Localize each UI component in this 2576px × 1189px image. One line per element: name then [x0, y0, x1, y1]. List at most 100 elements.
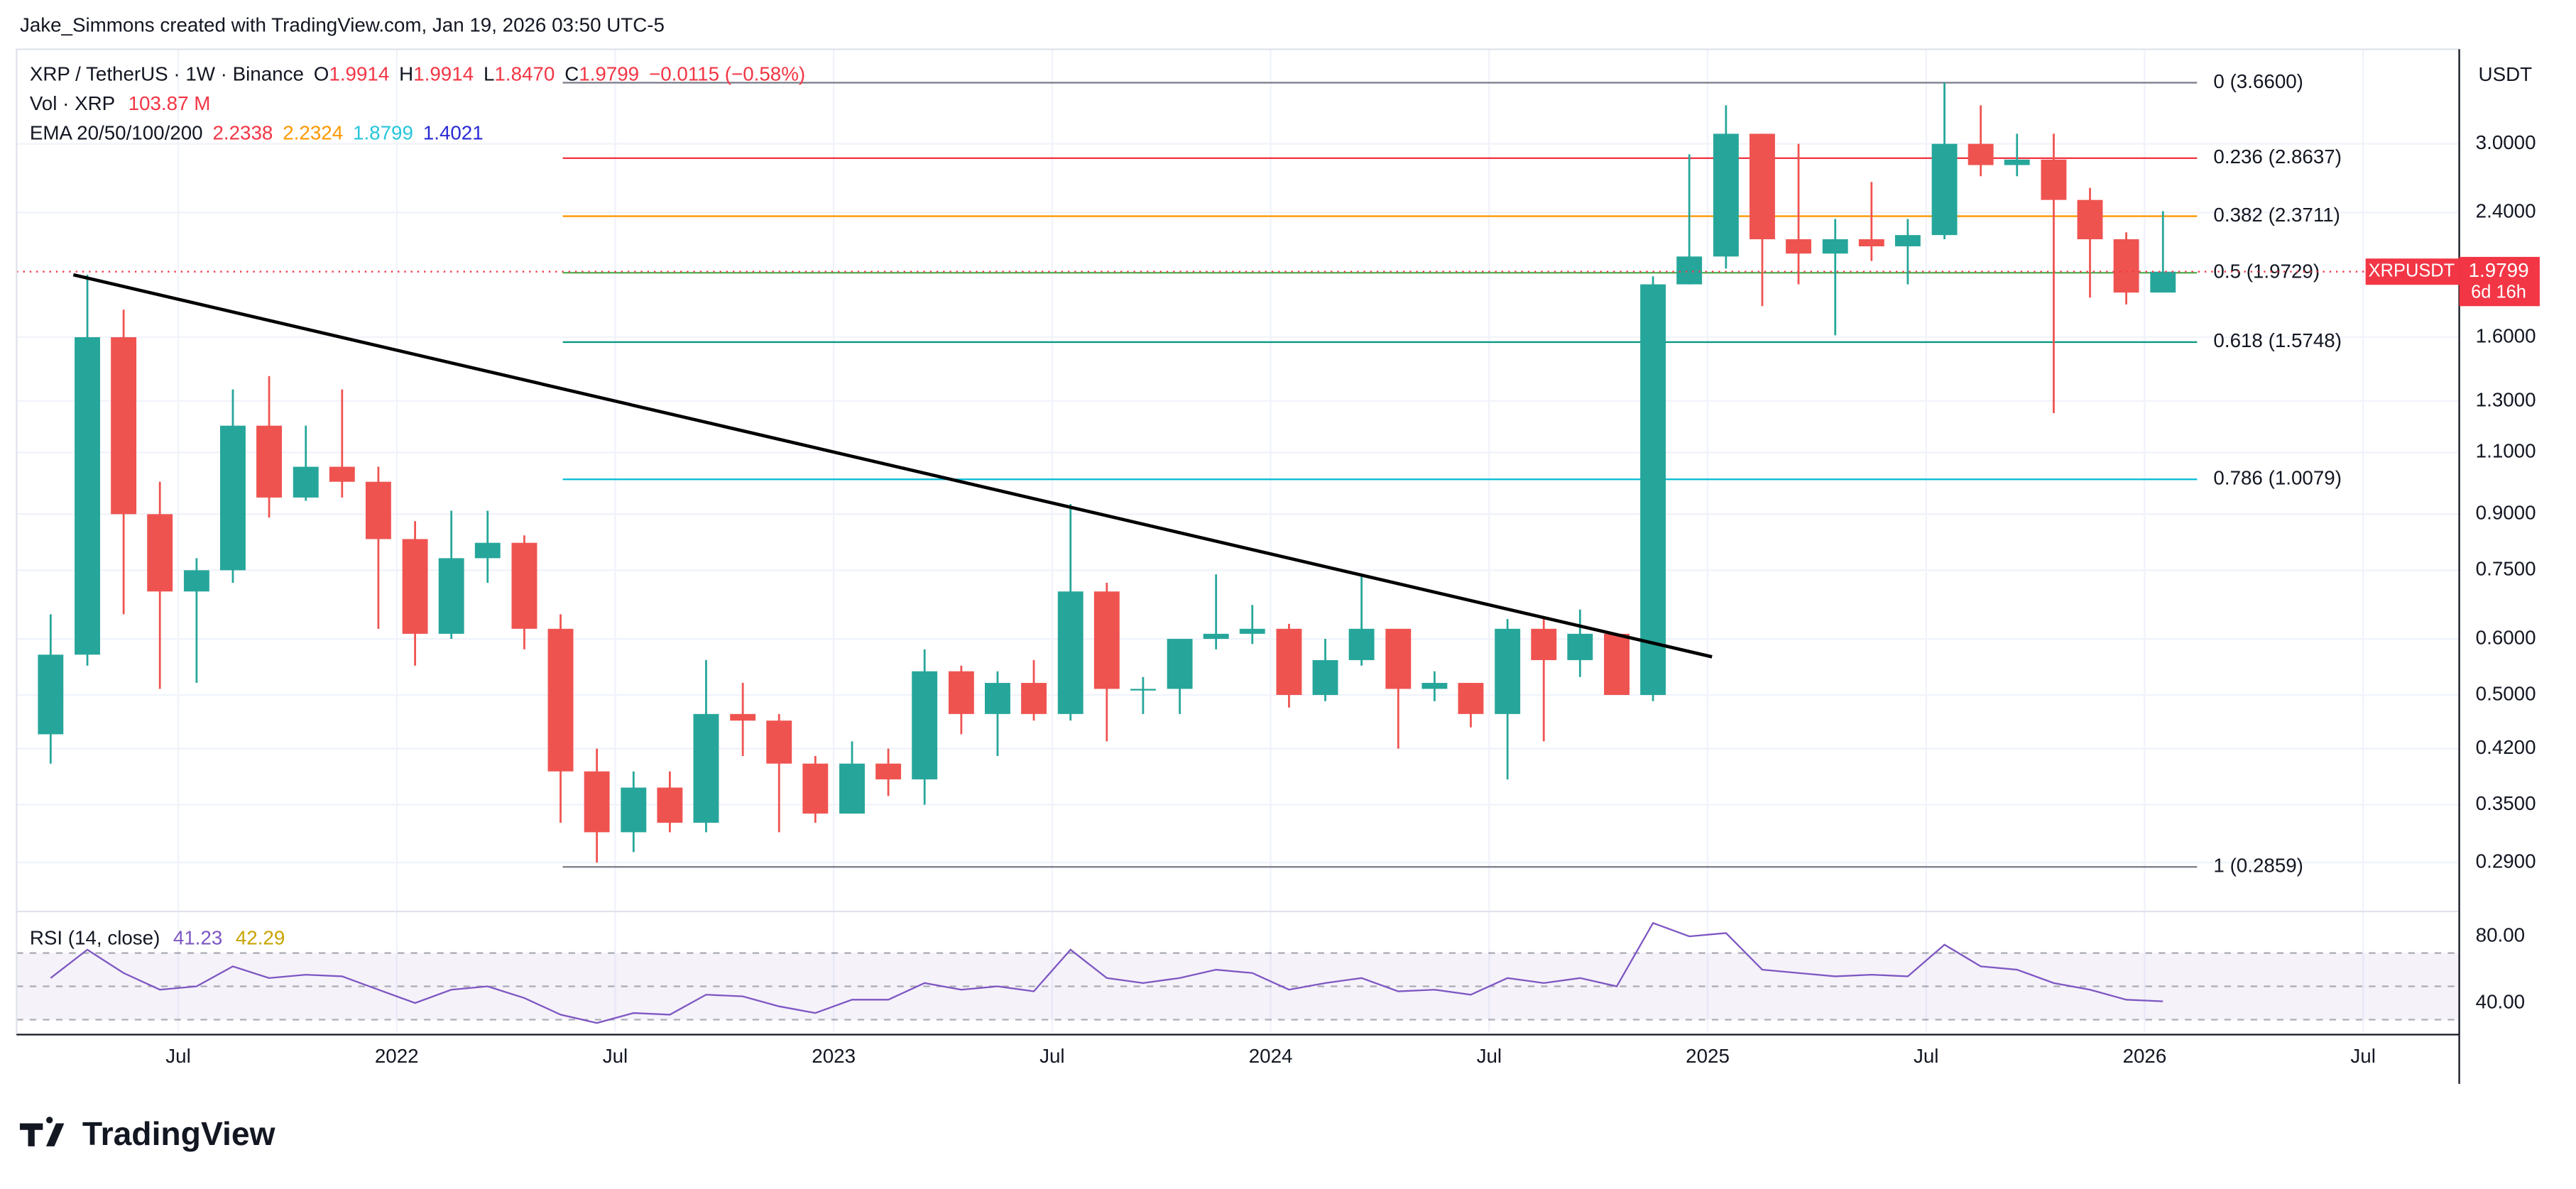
x-tick-label: 2025: [1686, 1045, 1730, 1067]
candle-body: [1057, 591, 1084, 714]
candle-body: [1604, 633, 1630, 696]
candle-body: [147, 514, 173, 592]
candle-body: [2041, 159, 2067, 200]
ema-value: 1.8799: [353, 122, 413, 144]
ohlc-key: O: [314, 63, 329, 85]
candle-body: [1968, 143, 1994, 165]
candle-body: [1749, 133, 1775, 240]
rsi-ma-value: 42.29: [236, 927, 285, 949]
rsi-title: RSI (14, close): [30, 927, 160, 949]
trendline: [72, 273, 1713, 659]
candle-body: [1276, 628, 1302, 696]
candle-body: [474, 542, 501, 559]
fib-label: 1 (0.2859): [2213, 855, 2303, 877]
candle-body: [1894, 235, 1921, 246]
fib-label: 0 (3.6600): [2213, 70, 2303, 92]
fib-label: 0.618 (1.5748): [2213, 329, 2342, 351]
candle-body: [985, 683, 1010, 714]
candle-body: [1130, 689, 1156, 691]
candle-body: [1239, 628, 1265, 634]
ema-title: EMA 20/50/100/200: [30, 122, 203, 144]
candle-body: [1531, 628, 1557, 660]
candle-body: [1786, 239, 1811, 254]
candle-body: [621, 787, 647, 833]
candle-body: [1822, 239, 1848, 254]
candle-body: [38, 654, 64, 735]
y-tick-label: 1.6000: [2476, 324, 2536, 346]
fib-label: 0.236 (2.8637): [2213, 146, 2342, 168]
candle-body: [657, 787, 683, 823]
y-tick-label: 0.4200: [2476, 736, 2536, 758]
candle-body: [912, 671, 938, 779]
candle-body: [1167, 639, 1193, 689]
legend-rsi: RSI (14, close) 41.23 42.29: [30, 927, 285, 949]
y-tick-label: 3.0000: [2476, 131, 2536, 153]
ohlc-key: L: [484, 63, 494, 85]
candle-body: [2150, 271, 2176, 293]
symbol-tag: [2365, 258, 2460, 285]
candle-body: [1567, 633, 1593, 660]
candle-body: [1676, 256, 1703, 285]
candle-body: [75, 337, 100, 655]
candle-body: [293, 466, 319, 498]
x-tick-label: Jul: [603, 1045, 628, 1067]
candle-body: [730, 713, 756, 721]
currency: USDT: [2479, 63, 2533, 85]
rsi-tick-label: 40.00: [2476, 990, 2525, 1012]
price-tag: [2459, 256, 2540, 307]
rsi-value: 41.23: [173, 927, 222, 949]
y-tick-label: 1.1000: [2476, 440, 2536, 462]
y-tick-label: 0.7500: [2476, 558, 2536, 580]
rsi-line: [50, 921, 2163, 1024]
attribution: Jake_Simmons created with TradingView.co…: [20, 13, 665, 35]
ema-value: 2.2338: [212, 122, 273, 144]
price-tag-value: 1.9799: [2469, 259, 2529, 281]
candle-body: [948, 671, 974, 714]
fib-label: 0.382 (2.3711): [2213, 204, 2340, 226]
candle-body: [693, 713, 719, 823]
candle-body: [1458, 683, 1484, 714]
ohlc-value: 1.9914: [329, 63, 389, 85]
candle-body: [1093, 591, 1120, 689]
candle-body: [256, 425, 282, 498]
volume-title: Vol · XRP: [30, 92, 115, 114]
x-tick-label: Jul: [1039, 1045, 1064, 1067]
candle-body: [1348, 628, 1375, 660]
ema-value: 1.4021: [423, 122, 484, 144]
x-tick-label: 2024: [1249, 1045, 1293, 1067]
ohlc-value: 1.9914: [413, 63, 474, 85]
fib-label: 0.786 (1.0079): [2213, 467, 2342, 489]
candle-body: [839, 763, 865, 814]
candle-body: [329, 466, 355, 482]
y-tick-label: 1.3000: [2476, 388, 2536, 410]
x-tick-label: 2022: [375, 1045, 419, 1067]
volume-value: 103.87 M: [129, 92, 211, 114]
candle-body: [1385, 628, 1412, 689]
candle-body: [766, 720, 792, 764]
ohlc-key: H: [399, 63, 413, 85]
candle-body: [1203, 633, 1229, 640]
legend-volume: Vol · XRP 103.87 M: [30, 92, 211, 114]
y-tick-label: 0.9000: [2476, 502, 2536, 524]
candle-body: [802, 763, 829, 814]
symbol-tag-text: XRPUSDT: [2369, 261, 2455, 280]
candle-body: [547, 628, 574, 772]
x-tick-label: 2026: [2123, 1045, 2167, 1067]
y-tick-label: 0.2900: [2476, 850, 2536, 872]
price-tag-countdown: 6d 16h: [2471, 283, 2526, 302]
logo-text: TradingView: [82, 1115, 276, 1152]
ohlc-key: C: [564, 63, 579, 85]
y-tick-label: 0.3500: [2476, 792, 2536, 814]
candle-body: [1421, 683, 1448, 689]
rsi-band: [16, 953, 2460, 1020]
candle-body: [2077, 199, 2103, 240]
candle-body: [1495, 628, 1521, 714]
legend-ema: EMA 20/50/100/200 2.2338 2.2324 1.8799 1.402…: [30, 122, 484, 144]
ohlc-value: 1.8470: [494, 63, 555, 85]
candle-body: [402, 539, 428, 634]
candle-body: [183, 570, 209, 592]
y-tick-label: 0.5000: [2476, 682, 2536, 704]
candle-body: [220, 425, 246, 571]
